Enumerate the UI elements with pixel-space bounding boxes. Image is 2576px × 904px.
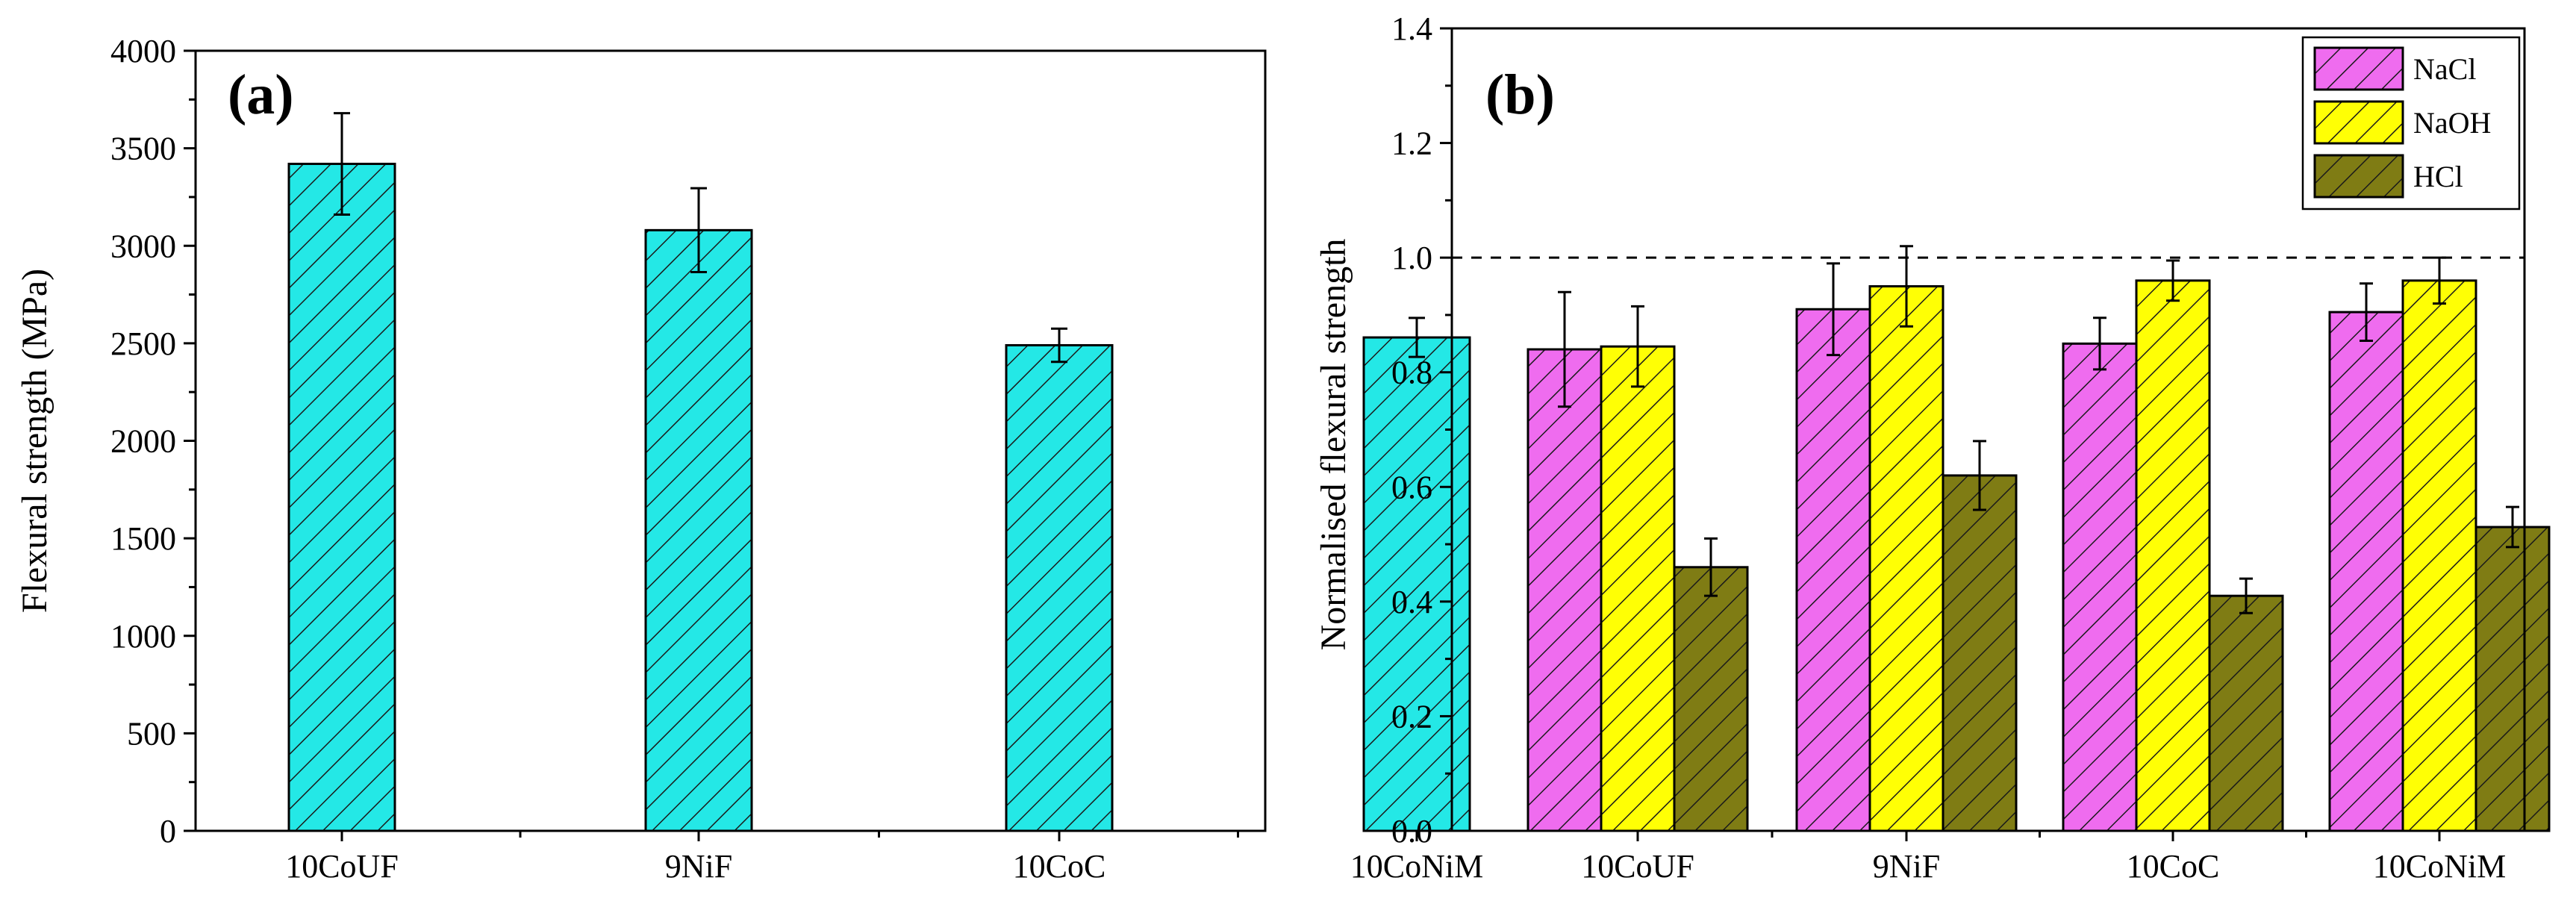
bar-9NiF bbox=[644, 228, 753, 832]
x-tick-label-10CoC: 10CoC bbox=[1013, 848, 1106, 885]
error-bar-10CoNiM-NaCl bbox=[2360, 282, 2373, 342]
y-tick-label: 2000 bbox=[110, 423, 176, 460]
error-bar-10CoNiM-HCl bbox=[2506, 505, 2519, 549]
error-bar-9NiF-HCl bbox=[1973, 440, 1986, 511]
error-bar-10CoC bbox=[1051, 327, 1067, 364]
y-tick-label: 0.2 bbox=[1391, 698, 1432, 735]
bar-10CoUF-HCl bbox=[1673, 566, 1749, 832]
x-tick-label-10CoNiM: 10CoNiM bbox=[2373, 848, 2506, 885]
panel-a-label: (a) bbox=[228, 63, 294, 126]
panel-b-y-tick-labels: 0.0 0.2 0.4 0.6 0.8 1.0 1.2 1.4 bbox=[1391, 10, 1432, 850]
bar-10CoC bbox=[1005, 343, 1114, 832]
panel-b-error-bars bbox=[1558, 245, 2519, 614]
legend-label-NaOH: NaOH bbox=[2413, 106, 2491, 140]
error-bar-10CoUF-NaCl bbox=[1558, 290, 1571, 408]
error-bar-10CoUF-NaOH bbox=[1631, 305, 1644, 388]
panel-b-x-tick-labels: 10CoUF 9NiF 10CoC 10CoNiM bbox=[1581, 848, 2506, 885]
bar-9NiF-NaOH bbox=[1868, 285, 1945, 832]
panel-a-y-axis-title: Flexural strength (MPa) bbox=[15, 269, 54, 613]
y-tick-label: 1.0 bbox=[1391, 240, 1432, 276]
legend-swatch-NaCl bbox=[2313, 46, 2404, 91]
panel-b-x-ticks bbox=[1636, 831, 2441, 841]
bar-10CoNiM-NaOH bbox=[2401, 279, 2477, 832]
x-tick-label-10CoNiM: 10CoNiM bbox=[1350, 848, 1483, 885]
x-tick-label-10CoUF: 10CoUF bbox=[285, 848, 399, 885]
legend-item-NaOH: NaOH bbox=[2313, 100, 2491, 145]
bar-10CoNiM-NaCl bbox=[2328, 311, 2404, 832]
error-bar-9NiF-NaOH bbox=[1900, 245, 1913, 328]
panel-a-x-ticks bbox=[340, 831, 1418, 841]
bar-10CoC-NaOH bbox=[2135, 279, 2211, 832]
error-bar-10CoNiM bbox=[1409, 317, 1425, 358]
bar-10CoUF-NaCl bbox=[1526, 348, 1603, 832]
bar-9NiF-NaCl bbox=[1795, 308, 1871, 832]
x-tick-label-9NiF: 9NiF bbox=[1873, 848, 1940, 885]
panel-a-x-tick-labels: 10CoUF 9NiF 10CoC 10CoNiM bbox=[285, 848, 1483, 885]
error-bar-10CoC-NaCl bbox=[2093, 317, 2106, 371]
bar-10CoNiM-HCl bbox=[2474, 526, 2551, 832]
bar-9NiF-HCl bbox=[1942, 474, 2018, 832]
panel-b-legend: NaCl NaOH HCl bbox=[2301, 36, 2521, 211]
error-bar-9NiF-NaCl bbox=[1827, 262, 1840, 357]
x-tick-label-10CoUF: 10CoUF bbox=[1581, 848, 1694, 885]
error-bar-10CoC-NaOH bbox=[2166, 259, 2180, 302]
y-tick-label: 0.4 bbox=[1391, 584, 1432, 620]
y-tick-label: 2500 bbox=[110, 325, 176, 362]
x-tick-label-10CoC: 10CoC bbox=[2127, 848, 2220, 885]
legend-label-NaCl: NaCl bbox=[2413, 52, 2476, 86]
panel-b-chart: 0.0 0.2 0.4 0.6 0.8 1.0 1.2 1.4 10CoUF 9NiF 10CoC… bbox=[1314, 10, 2551, 885]
panel-b-plot-frame bbox=[1450, 27, 2526, 832]
y-tick-label: 1000 bbox=[110, 618, 176, 655]
panel-b-bars bbox=[1526, 279, 2551, 832]
legend-swatch-HCl bbox=[2313, 154, 2404, 199]
bar-10CoC-HCl bbox=[2208, 594, 2284, 832]
bar-10CoC-NaCl bbox=[2062, 342, 2138, 832]
error-bar-10CoC-HCl bbox=[2239, 577, 2253, 614]
y-tick-label: 3000 bbox=[110, 228, 176, 264]
panel-a-plot-frame bbox=[194, 49, 1267, 832]
panel-b-label: (b) bbox=[1485, 63, 1555, 126]
y-tick-label: 0.6 bbox=[1391, 469, 1432, 505]
legend-item-HCl: HCl bbox=[2313, 154, 2463, 199]
panel-b-y-axis-title: Normalised flexural strength bbox=[1314, 239, 1353, 651]
x-tick-label-9NiF: 9NiF bbox=[665, 848, 732, 885]
bar-10CoUF-NaOH bbox=[1600, 345, 1676, 832]
y-tick-label: 500 bbox=[127, 715, 176, 752]
error-bar-10CoUF bbox=[334, 112, 350, 216]
y-tick-label: 4000 bbox=[110, 33, 176, 69]
panel-a-chart: 0 500 1000 1500 2000 2500 3000 3500 4000 10CoUF 9… bbox=[15, 33, 1483, 885]
error-bar-9NiF bbox=[690, 187, 707, 274]
panel-a-y-ticks bbox=[184, 49, 196, 832]
legend-label-HCl: HCl bbox=[2413, 160, 2463, 193]
error-bar-10CoNiM-NaOH bbox=[2433, 256, 2446, 305]
y-tick-label: 1500 bbox=[110, 520, 176, 557]
panel-a-bars bbox=[287, 163, 1471, 832]
y-tick-label: 3500 bbox=[110, 131, 176, 167]
legend-item-NaCl: NaCl bbox=[2313, 46, 2476, 91]
legend-swatch-NaOH bbox=[2313, 100, 2404, 145]
bar-10CoUF bbox=[287, 163, 396, 832]
y-tick-label: 0.0 bbox=[1391, 813, 1432, 850]
y-tick-label: 0.8 bbox=[1391, 355, 1432, 391]
y-tick-label: 1.2 bbox=[1391, 125, 1432, 162]
error-bar-10CoUF-HCl bbox=[1704, 537, 1718, 597]
panel-a-error-bars bbox=[334, 112, 1425, 364]
y-tick-label: 1.4 bbox=[1391, 10, 1432, 47]
y-tick-label: 0 bbox=[160, 813, 176, 850]
panel-a-y-tick-labels: 0 500 1000 1500 2000 2500 3000 3500 4000 bbox=[110, 33, 176, 850]
